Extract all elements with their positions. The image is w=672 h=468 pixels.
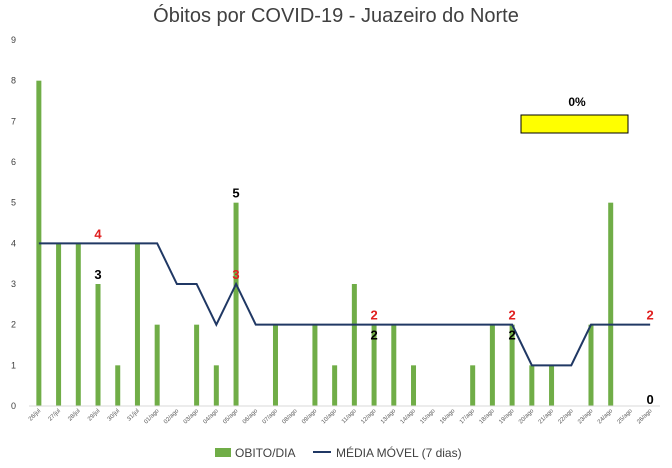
- x-tick-label: 31/jul: [126, 408, 140, 422]
- bar: [470, 365, 476, 406]
- y-tick-label: 5: [11, 198, 16, 208]
- bar: [95, 284, 101, 406]
- y-tick-label: 2: [11, 320, 16, 330]
- x-tick-label: 15/ago: [419, 408, 437, 426]
- y-tick-label: 1: [11, 360, 16, 370]
- x-tick-label: 14/ago: [400, 408, 418, 426]
- bar: [549, 365, 555, 406]
- bar: [332, 365, 338, 406]
- bar: [529, 365, 535, 406]
- x-tick-label: 11/ago: [341, 408, 358, 425]
- bar: [154, 324, 160, 406]
- highlight-box: [520, 114, 629, 134]
- bar: [411, 365, 417, 406]
- x-tick-label: 27/jul: [48, 408, 62, 422]
- x-tick-label: 21/ago: [538, 408, 556, 426]
- bar: [194, 324, 200, 406]
- x-tick-label: 26/jul: [28, 408, 42, 422]
- moving-average-line: [38, 242, 651, 367]
- x-tick-label: 28/jul: [67, 408, 81, 422]
- x-tick-label: 05/ago: [222, 408, 240, 426]
- data-label: 2: [647, 308, 654, 323]
- highlight-box-label: 0%: [568, 95, 586, 109]
- data-label: 5: [232, 186, 239, 201]
- x-tick-label: 06/ago: [242, 408, 260, 426]
- bar: [312, 324, 318, 406]
- x-tick-label: 30/jul: [107, 408, 121, 422]
- data-label: 3: [94, 267, 101, 282]
- y-axis-ticks: 0 1 2 3 4 5 6 7 8 9: [11, 35, 16, 411]
- x-tick-label: 17/ago: [459, 408, 477, 426]
- x-tick-label: 18/ago: [479, 408, 497, 426]
- x-axis-ticks: 26/jul 27/jul 28/jul 29/jul 30/jul 31/jul 01/a…: [28, 408, 654, 426]
- data-annotations: 4 3 5 3 2 2 2 2 2 0: [94, 186, 653, 407]
- bar: [115, 365, 121, 406]
- bar: [56, 243, 62, 406]
- x-tick-label: 12/ago: [360, 408, 378, 426]
- data-label: 3: [232, 267, 239, 282]
- x-tick-label: 08/ago: [281, 408, 299, 426]
- x-tick-label: 29/jul: [87, 408, 101, 422]
- x-tick-label: 07/ago: [262, 408, 280, 426]
- data-label: 0: [647, 392, 654, 407]
- legend-bar-swatch: [215, 448, 231, 457]
- data-label: 2: [508, 308, 515, 323]
- y-tick-label: 7: [11, 116, 16, 126]
- y-tick-label: 3: [11, 279, 16, 289]
- legend: OBITO/DIA MÉDIA MÓVEL (7 dias): [215, 445, 462, 460]
- bar: [233, 202, 239, 406]
- x-tick-label: 16/ago: [439, 408, 457, 426]
- legend-bar-label: OBITO/DIA: [235, 446, 295, 460]
- x-tick-label: 22/ago: [557, 408, 575, 426]
- bar: [351, 284, 357, 406]
- bar: [391, 324, 397, 406]
- bar: [608, 202, 614, 406]
- x-tick-label: 23/ago: [577, 408, 595, 426]
- bar: [371, 324, 377, 406]
- x-tick-label: 10/ago: [321, 408, 339, 426]
- bar: [213, 365, 219, 406]
- data-label: 2: [370, 328, 377, 343]
- x-tick-label: 24/ago: [597, 408, 615, 426]
- y-tick-label: 4: [11, 238, 16, 248]
- y-tick-label: 6: [11, 157, 16, 167]
- x-tick-label: 03/ago: [183, 408, 201, 426]
- legend-line-label: MÉDIA MÓVEL (7 dias): [336, 445, 462, 460]
- y-tick-label: 0: [11, 401, 16, 411]
- x-tick-label: 04/ago: [203, 408, 221, 426]
- x-tick-label: 09/ago: [301, 408, 319, 426]
- y-tick-label: 9: [11, 35, 16, 45]
- x-tick-label: 25/ago: [617, 408, 635, 426]
- bar: [489, 324, 495, 406]
- x-tick-label: 01/ago: [143, 408, 161, 426]
- data-label: 2: [508, 328, 515, 343]
- bar: [588, 324, 594, 406]
- x-tick-label: 13/ago: [380, 408, 398, 426]
- bar: [134, 243, 140, 406]
- bar: [272, 324, 278, 406]
- bar: [509, 324, 515, 406]
- chart-title: Óbitos por COVID-19 - Juazeiro do Norte: [153, 4, 519, 27]
- data-label: 2: [370, 308, 377, 323]
- x-tick-label: 19/ago: [498, 408, 516, 426]
- x-tick-label: 02/ago: [163, 408, 181, 426]
- y-tick-label: 8: [11, 76, 16, 86]
- data-label: 4: [94, 226, 102, 241]
- x-tick-label: 26/ago: [636, 408, 654, 426]
- x-tick-label: 20/ago: [518, 408, 536, 426]
- bar: [75, 243, 81, 406]
